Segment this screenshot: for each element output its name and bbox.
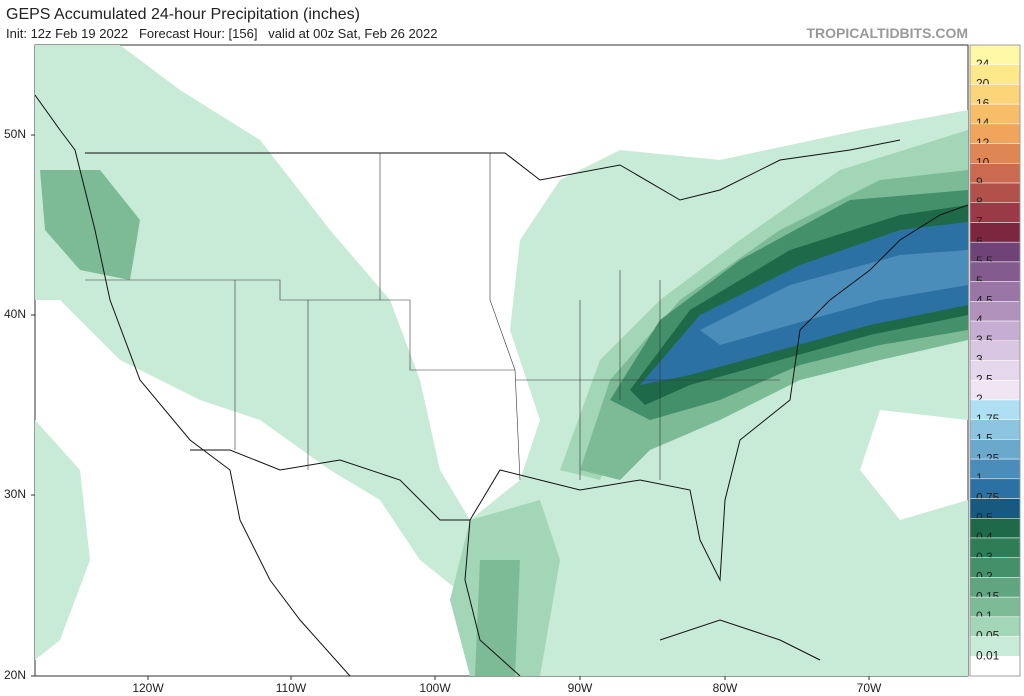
colorbar-label: 0.01	[976, 648, 1000, 662]
colorbar: 24201614121098765.554.543.532.521.751.51…	[969, 44, 1021, 677]
lon-label: 120W	[132, 681, 164, 695]
precip-moderate	[40, 170, 140, 280]
coastline	[35, 94, 351, 676]
colorbar-label: 2	[976, 392, 983, 406]
colorbar-label: 4	[976, 313, 983, 327]
lat-label: 20N	[4, 668, 26, 682]
lat-labels: 50N 40N 30N 20N	[4, 127, 26, 682]
colorbar-label: 9	[976, 175, 983, 189]
map-area: 50N 40N 30N 20N 120W 110W 100W 90W 80W 7…	[4, 44, 969, 695]
subtitle: Init: 12z Feb 19 2022 Forecast Hour: [15…	[6, 26, 437, 41]
lat-label: 40N	[4, 307, 26, 321]
lat-label: 30N	[4, 487, 26, 501]
colorbar-label: 6	[976, 234, 983, 248]
lat-label: 50N	[4, 127, 26, 141]
border	[85, 139, 901, 201]
coastline	[464, 519, 521, 676]
colorbar-label: 5	[976, 274, 983, 288]
coastline	[469, 204, 968, 582]
precip-moderate	[475, 560, 520, 676]
border	[190, 449, 470, 521]
lon-label: 70W	[857, 681, 882, 695]
colorbar-label: 3	[976, 353, 983, 367]
graticule-ticks	[31, 134, 870, 680]
colorbar-label: 8	[976, 195, 983, 209]
colorbar-label: 1	[976, 471, 983, 485]
lon-label: 90W	[568, 681, 593, 695]
title: GEPS Accumulated 24-hour Precipitation (…	[6, 6, 360, 23]
lon-labels: 120W 110W 100W 90W 80W 70W	[132, 681, 882, 695]
colorbar-frame	[969, 44, 1021, 677]
lon-label: 100W	[419, 681, 451, 695]
lon-label: 110W	[276, 681, 307, 695]
coastline	[659, 619, 821, 661]
source: TROPICALTIDBITS.COM	[806, 25, 968, 41]
colorbar-label: 7	[976, 215, 983, 229]
state-lines	[85, 153, 780, 481]
precip-light	[35, 45, 968, 676]
lon-label: 80W	[713, 681, 738, 695]
precip-light	[35, 420, 90, 660]
